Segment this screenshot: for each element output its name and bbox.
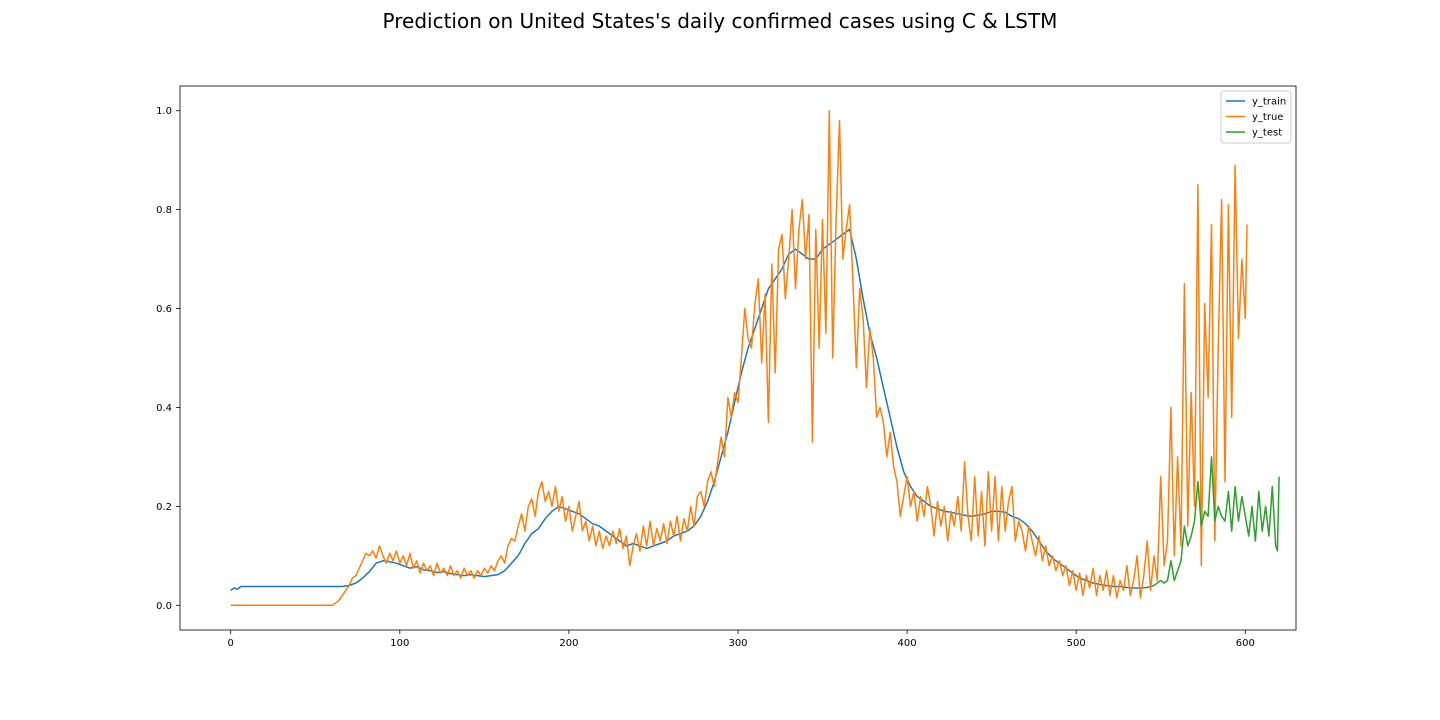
x-tick-label: 600 [1236, 638, 1255, 649]
y-tick-label: 0.6 [156, 304, 172, 315]
y-tick-label: 0.0 [156, 601, 172, 612]
x-tick-label: 100 [390, 638, 409, 649]
x-tick-label: 400 [898, 638, 917, 649]
x-tick-label: 300 [728, 638, 747, 649]
plot-frame [179, 85, 1297, 631]
y-tick-label: 0.8 [156, 205, 172, 216]
x-axis: 0 100 200 300 400 500 600 [228, 630, 1255, 649]
series-layer [230, 109, 1280, 607]
legend-label-y_train: y_train [1252, 97, 1286, 108]
y-tick-label: 0.4 [156, 403, 172, 414]
legend-box [1220, 90, 1292, 144]
x-tick-label: 500 [1067, 638, 1086, 649]
x-tick-label: 0 [228, 638, 234, 649]
y-tick-label: 1.0 [156, 106, 172, 117]
chart-title: Prediction on United States's daily conf… [382, 9, 1058, 33]
series-line-y_test [1153, 456, 1280, 587]
legend: y_train y_true y_test [1220, 90, 1292, 144]
legend-label-y_test: y_test [1252, 128, 1282, 139]
series-line-y_true [230, 109, 1248, 607]
y-axis: 0.0 0.2 0.4 0.6 0.8 1.0 [156, 106, 180, 612]
y-tick-label: 0.2 [156, 502, 172, 513]
x-tick-label: 200 [559, 638, 578, 649]
legend-label-y_true: y_true [1252, 112, 1283, 123]
